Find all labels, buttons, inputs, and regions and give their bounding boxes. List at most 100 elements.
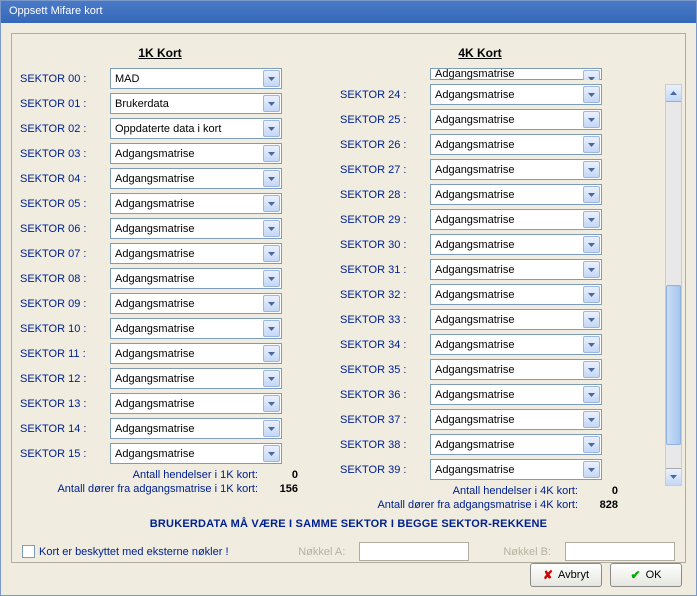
key-b-input[interactable] — [565, 542, 675, 561]
sector-label-1k-09: SEKTOR 09 : — [20, 298, 104, 310]
sector-combo-1k-00[interactable]: MAD — [110, 68, 282, 89]
sector-value-4k-27: Adgangsmatrise — [435, 164, 515, 176]
sector-row-4k-30: SEKTOR 30 :Adgangsmatrise — [340, 234, 620, 255]
sector-label-4k-31: SEKTOR 31 : — [340, 264, 424, 276]
scroll-up-button[interactable] — [666, 85, 681, 102]
sector-combo-1k-14[interactable]: Adgangsmatrise — [110, 418, 282, 439]
sector-combo-4k-37[interactable]: Adgangsmatrise — [430, 409, 602, 430]
chevron-down-icon — [263, 345, 280, 362]
external-keys-text: Kort er beskyttet med eksterne nøkler ! — [39, 546, 229, 558]
header-4k: 4K Kort — [340, 42, 620, 68]
sector-value-4k-39: Adgangsmatrise — [435, 464, 515, 476]
sector-combo-1k-04[interactable]: Adgangsmatrise — [110, 168, 282, 189]
sector-label-4k-38: SEKTOR 38 : — [340, 439, 424, 451]
sector-combo-4k-30[interactable]: Adgangsmatrise — [430, 234, 602, 255]
events-1k-label: Antall hendelser i 1K kort: — [133, 469, 258, 481]
client-area: 1K Kort SEKTOR 00 :MADSEKTOR 01 :Brukerd… — [1, 23, 696, 595]
sector-combo-4k-31[interactable]: Adgangsmatrise — [430, 259, 602, 280]
doors-1k-label: Antall dører fra adgangsmatrise i 1K kor… — [57, 483, 258, 495]
sector-value-1k-15: Adgangsmatrise — [115, 448, 195, 460]
sector-combo-4k-24[interactable]: Adgangsmatrise — [430, 84, 602, 105]
chevron-down-icon — [263, 420, 280, 437]
sector-combo-4k-28[interactable]: Adgangsmatrise — [430, 184, 602, 205]
sector-row-1k-09: SEKTOR 09 : Adgangsmatrise — [20, 293, 300, 314]
sector-row-1k-08: SEKTOR 08 :Adgangsmatrise — [20, 268, 300, 289]
sector-value-4k-24: Adgangsmatrise — [435, 89, 515, 101]
sector-row-4k-27: SEKTOR 27 : Adgangsmatrise — [340, 159, 620, 180]
sector-combo-4k-32[interactable]: Adgangsmatrise — [430, 284, 602, 305]
events-4k-label: Antall hendelser i 4K kort: — [453, 485, 578, 497]
key-b-label: Nøkkel B: — [503, 546, 551, 558]
sector-combo-4k-29[interactable]: Adgangsmatrise — [430, 209, 602, 230]
sector-combo-4k-26[interactable]: Adgangsmatrise — [430, 134, 602, 155]
sector-label-1k-15: SEKTOR 15 : — [20, 448, 104, 460]
scroll-down-button[interactable] — [666, 468, 681, 485]
sector-combo-1k-06[interactable]: Adgangsmatrise — [110, 218, 282, 239]
header-1k: 1K Kort — [20, 42, 300, 68]
sector-label-1k-02: SEKTOR 02 : — [20, 123, 104, 135]
external-keys-checkbox[interactable] — [22, 545, 35, 558]
sector-row-1k-04: SEKTOR 04 :Adgangsmatrise — [20, 168, 300, 189]
sector-combo-4k-36[interactable]: Adgangsmatrise — [430, 384, 602, 405]
sector-combo-4k-35[interactable]: Adgangsmatrise — [430, 359, 602, 380]
scroll-thumb[interactable] — [666, 285, 681, 445]
sector-combo-1k-07[interactable]: Adgangsmatrise — [110, 243, 282, 264]
sector-row-4k-31: SEKTOR 31 : Adgangsmatrise — [340, 259, 620, 280]
sector-combo-4k-33[interactable]: Adgangsmatrise — [430, 309, 602, 330]
sector-label-4k-37: SEKTOR 37 : — [340, 414, 424, 426]
sector-combo-1k-15[interactable]: Adgangsmatrise — [110, 443, 282, 464]
columns: 1K Kort SEKTOR 00 :MADSEKTOR 01 :Brukerd… — [20, 42, 677, 512]
cancel-button[interactable]: ✘ Avbryt — [530, 563, 602, 587]
window: Oppsett Mifare kort 1K Kort SEKTOR 00 :M… — [0, 0, 697, 596]
sector-label-4k-26: SEKTOR 26 : — [340, 139, 424, 151]
sector-row-1k-03: SEKTOR 03 :Adgangsmatrise — [20, 143, 300, 164]
sector-value-1k-07: Adgangsmatrise — [115, 248, 195, 260]
key-a-label: Nøkkel A: — [298, 546, 345, 558]
sector-label-4k-25: SEKTOR 25 : — [340, 114, 424, 126]
sector-value-4k-26: Adgangsmatrise — [435, 139, 515, 151]
sector-combo-1k-02[interactable]: Oppdaterte data i kort — [110, 118, 282, 139]
sector-value-1k-05: Adgangsmatrise — [115, 198, 195, 210]
sector-combo-4k-34[interactable]: Adgangsmatrise — [430, 334, 602, 355]
sector-combo-4k-39[interactable]: Adgangsmatrise — [430, 459, 602, 480]
sector-value-4k-32: Adgangsmatrise — [435, 289, 515, 301]
sector-combo-4k-25[interactable]: Adgangsmatrise — [430, 109, 602, 130]
sector-label-1k-01: SEKTOR 01 : — [20, 98, 104, 110]
chevron-down-icon — [583, 461, 600, 478]
sector-combo-1k-13[interactable]: Adgangsmatrise — [110, 393, 282, 414]
sector-value-4k-38: Adgangsmatrise — [435, 439, 515, 451]
sector-label-4k-27: SEKTOR 27 : — [340, 164, 424, 176]
cancel-icon: ✘ — [543, 568, 553, 582]
sector-combo-4k-27[interactable]: Adgangsmatrise — [430, 159, 602, 180]
chevron-down-icon — [263, 195, 280, 212]
key-a-input[interactable] — [359, 542, 469, 561]
sector-label-4k-29: SEKTOR 29 : — [340, 214, 424, 226]
sector-combo-4k-38[interactable]: Adgangsmatrise — [430, 434, 602, 455]
sector-row-1k-05: SEKTOR 05 :Adgangsmatrise — [20, 193, 300, 214]
sector-label-4k-36: SEKTOR 36 : — [340, 389, 424, 401]
sector-value-1k-03: Adgangsmatrise — [115, 148, 195, 160]
ok-button[interactable]: ✔ OK — [610, 563, 682, 587]
ok-label: OK — [646, 569, 662, 581]
sector-combo-4k-partial[interactable]: Adgangsmatrise — [430, 68, 602, 80]
sector-combo-1k-05[interactable]: Adgangsmatrise — [110, 193, 282, 214]
vertical-scrollbar[interactable] — [665, 84, 682, 486]
chevron-down-icon — [583, 136, 600, 153]
sector-value-1k-06: Adgangsmatrise — [115, 223, 195, 235]
chevron-down-icon — [263, 70, 280, 87]
inner-panel: 1K Kort SEKTOR 00 :MADSEKTOR 01 :Brukerd… — [11, 33, 686, 563]
stats-1k: Antall hendelser i 1K kort: 0 Antall dør… — [20, 468, 300, 496]
sector-combo-1k-11[interactable]: Adgangsmatrise — [110, 343, 282, 364]
bottom-row: Kort er beskyttet med eksterne nøkler ! … — [20, 542, 677, 561]
external-keys-checkbox-label[interactable]: Kort er beskyttet med eksterne nøkler ! — [22, 545, 229, 558]
sector-combo-1k-12[interactable]: Adgangsmatrise — [110, 368, 282, 389]
sector-combo-1k-08[interactable]: Adgangsmatrise — [110, 268, 282, 289]
chevron-down-icon — [263, 170, 280, 187]
sector-combo-1k-10[interactable]: Adgangsmatrise — [110, 318, 282, 339]
sector-value-4k-36: Adgangsmatrise — [435, 389, 515, 401]
sector-combo-1k-01[interactable]: Brukerdata — [110, 93, 282, 114]
sector-value-1k-10: Adgangsmatrise — [115, 323, 195, 335]
sector-combo-1k-03[interactable]: Adgangsmatrise — [110, 143, 282, 164]
chevron-down-icon — [263, 95, 280, 112]
sector-combo-1k-09[interactable]: Adgangsmatrise — [110, 293, 282, 314]
